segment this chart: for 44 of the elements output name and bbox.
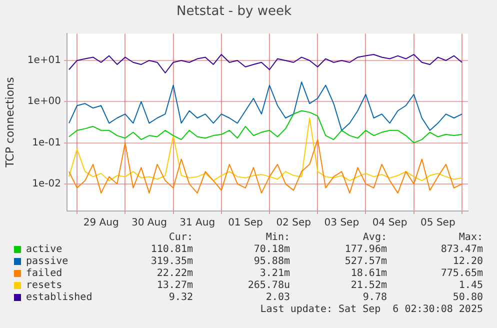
- legend-label: passive: [26, 256, 68, 267]
- text: 9.78: [362, 292, 387, 303]
- text: 3.21m: [258, 268, 290, 279]
- text: 13.27m: [156, 280, 193, 291]
- text: 18.61m: [350, 268, 387, 279]
- y-tick-label: 1e+00: [27, 96, 61, 108]
- y-tick-label: 1e-02: [32, 178, 61, 190]
- text: Last update: Sat Sep 6 02:30:08 2025: [260, 304, 483, 315]
- text: 22.22m: [156, 268, 193, 279]
- text: Cur:: [168, 232, 193, 243]
- x-tick-label: 03 Sep: [324, 218, 360, 229]
- x-tick-label: 31 Aug: [180, 218, 216, 229]
- text: 9.32: [168, 292, 193, 303]
- text: 177.96m: [344, 244, 387, 255]
- x-tick-label: 02 Sep: [276, 218, 311, 229]
- y-tick-label: 1e-01: [32, 137, 61, 148]
- text: 527.57m: [344, 256, 387, 267]
- text: 265.78u: [246, 280, 290, 291]
- x-tick-label: 04 Sep: [372, 218, 408, 229]
- text: Min:: [264, 232, 290, 243]
- text: 2.03: [264, 292, 290, 303]
- chart-title: Netstat - by week: [176, 4, 292, 20]
- legend-label: established: [26, 292, 92, 303]
- text: 1.45: [458, 280, 483, 291]
- x-tick-label: 30 Aug: [131, 218, 167, 229]
- text: 12.20: [452, 256, 483, 267]
- y-tick-label: 1e+01: [27, 55, 61, 66]
- text: 50.80: [452, 292, 483, 303]
- legend-label: active: [26, 244, 62, 255]
- text: Max:: [458, 232, 483, 243]
- y-axis-title: TCP connections: [3, 76, 16, 168]
- x-tick-label: 01 Sep: [228, 218, 263, 229]
- text: 21.52m: [350, 280, 387, 291]
- legend-label: failed: [26, 268, 62, 279]
- text: 70.18m: [252, 244, 290, 255]
- text: 319.35m: [150, 256, 193, 267]
- text: 95.88m: [252, 256, 290, 267]
- text: 775.65m: [440, 268, 483, 279]
- text: 873.47m: [440, 244, 483, 255]
- x-tick-label: 29 Aug: [83, 218, 119, 229]
- text: 110.81m: [150, 244, 193, 255]
- text: Avg:: [362, 232, 387, 243]
- legend-label: resets: [26, 280, 62, 291]
- x-tick-label: 05 Sep: [420, 218, 456, 229]
